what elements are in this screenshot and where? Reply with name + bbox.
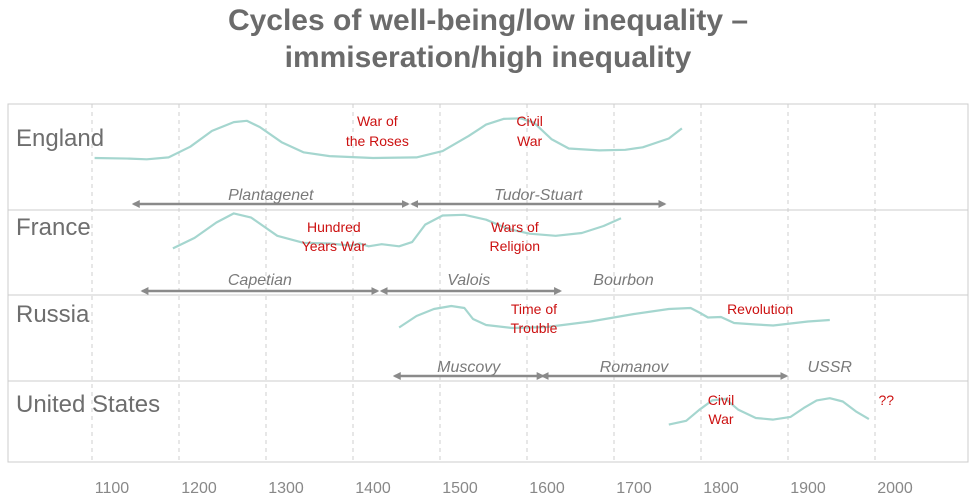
x-tick-label-1300: 1300	[268, 480, 304, 496]
period-label-1-2: Bourbon	[593, 272, 654, 289]
panel-name-2: Russia	[16, 301, 90, 328]
panel-border-3	[7, 380, 969, 463]
event-label-0-1-0: Civil	[516, 113, 542, 129]
x-tick-label-1500: 1500	[442, 480, 478, 496]
event-label-3-0-0: Civil	[708, 392, 734, 408]
period-label-2-1: Romanov	[600, 359, 669, 376]
event-label-1-1-0: Wars of	[491, 219, 539, 235]
event-label-2-0-1: Trouble	[510, 320, 557, 336]
panel-name-0: England	[16, 125, 104, 152]
series-line-3	[668, 397, 870, 426]
title-line-1: Cycles of well-being/low inequality –	[227, 4, 749, 37]
period-label-2-0: Muscovy	[437, 359, 501, 376]
series-line-2	[398, 304, 830, 330]
x-tick-label-2000: 2000	[877, 480, 913, 496]
panel-name-3: United States	[16, 391, 160, 418]
x-tick-label-1200: 1200	[181, 480, 217, 496]
series-line-1	[172, 212, 622, 250]
period-label-0-0: Plantagenet	[228, 187, 314, 204]
event-label-2-0-0: Time of	[511, 301, 557, 317]
event-label-0-0-0: War of	[357, 113, 398, 129]
panel-name-1: France	[16, 214, 91, 241]
period-label-2-2: USSR	[808, 359, 853, 376]
x-tick-label-1600: 1600	[529, 480, 565, 496]
period-label-1-1: Valois	[447, 272, 490, 289]
event-label-1-0-1: Years War	[302, 238, 367, 254]
title-line-2: immiseration/high inequality	[284, 41, 692, 74]
event-label-1-1-1: Religion	[490, 238, 541, 254]
event-label-0-1-1: War	[517, 133, 542, 149]
x-tick-label-1100: 1100	[95, 480, 130, 496]
event-label-3-0-1: War	[708, 411, 733, 427]
x-tick-label-1800: 1800	[703, 480, 739, 496]
x-tick-label-1700: 1700	[616, 480, 652, 496]
x-tick-label-1900: 1900	[790, 480, 826, 496]
period-label-0-1: Tudor-Stuart	[494, 187, 583, 204]
period-label-1-0: Capetian	[228, 272, 292, 289]
event-label-1-0-0: Hundred	[307, 219, 361, 235]
event-label-3-1-0: ??	[879, 392, 895, 408]
x-tick-label-1400: 1400	[355, 480, 391, 496]
series-line-0	[94, 117, 683, 161]
event-label-0-0-1: the Roses	[346, 133, 409, 149]
panel-border-0	[7, 103, 969, 211]
event-label-2-1-0: Revolution	[727, 301, 793, 317]
chart-title: Cycles of well-being/low inequality – im…	[0, 2, 976, 76]
